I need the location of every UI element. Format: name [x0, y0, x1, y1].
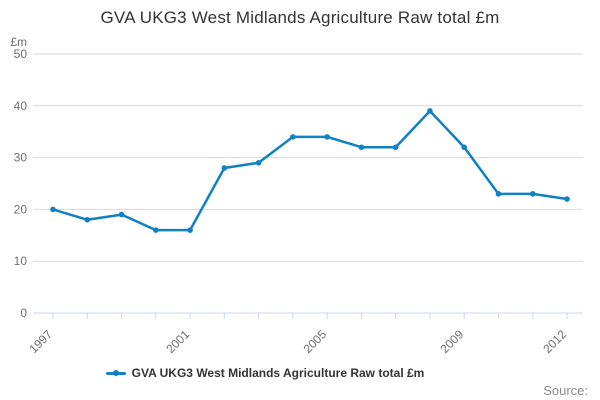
y-tick-label: 10	[14, 254, 28, 268]
data-point[interactable]	[495, 191, 502, 197]
data-point[interactable]	[221, 165, 228, 171]
y-tick-label: 40	[14, 99, 28, 113]
data-point[interactable]	[427, 108, 433, 114]
x-tick-label: 2001	[163, 327, 192, 356]
data-point[interactable]	[529, 191, 536, 197]
legend[interactable]: GVA UKG3 West Midlands Agriculture Raw t…	[0, 366, 565, 380]
y-tick-label: 50	[14, 47, 28, 61]
legend-line-marker-icon	[105, 366, 126, 380]
y-tick-label: 20	[14, 202, 28, 216]
chart-title: GVA UKG3 West Midlands Agriculture Raw t…	[100, 8, 500, 27]
y-tick-label: 30	[14, 151, 28, 165]
series-line[interactable]	[51, 109, 569, 232]
data-point[interactable]	[461, 144, 468, 151]
data-point[interactable]	[187, 227, 193, 233]
data-point[interactable]	[324, 134, 330, 140]
data-point[interactable]	[50, 206, 56, 213]
data-point[interactable]	[153, 227, 159, 233]
y-tick-label: 0	[20, 306, 27, 320]
data-point[interactable]	[358, 144, 365, 151]
line-chart-plot: £m 0 10 20 30 40 50 1997 2001 2005 2009 2012	[10, 35, 583, 356]
legend-marker-dot	[112, 370, 119, 376]
data-point[interactable]	[564, 196, 570, 202]
x-tick-label: 2009	[438, 327, 467, 356]
data-point[interactable]	[392, 144, 399, 151]
legend-series-label: GVA UKG3 West Midlands Agriculture Raw t…	[131, 366, 425, 380]
x-tick-label: 2005	[300, 327, 329, 356]
data-point[interactable]	[118, 211, 125, 218]
x-tick-label: 1997	[26, 327, 55, 356]
y-axis-unit-label: £m	[10, 35, 27, 49]
x-tick-label: 2012	[540, 327, 569, 356]
data-point[interactable]	[255, 159, 262, 166]
source-label: Source:	[543, 383, 588, 398]
data-point[interactable]	[290, 134, 296, 140]
data-point[interactable]	[84, 216, 91, 223]
